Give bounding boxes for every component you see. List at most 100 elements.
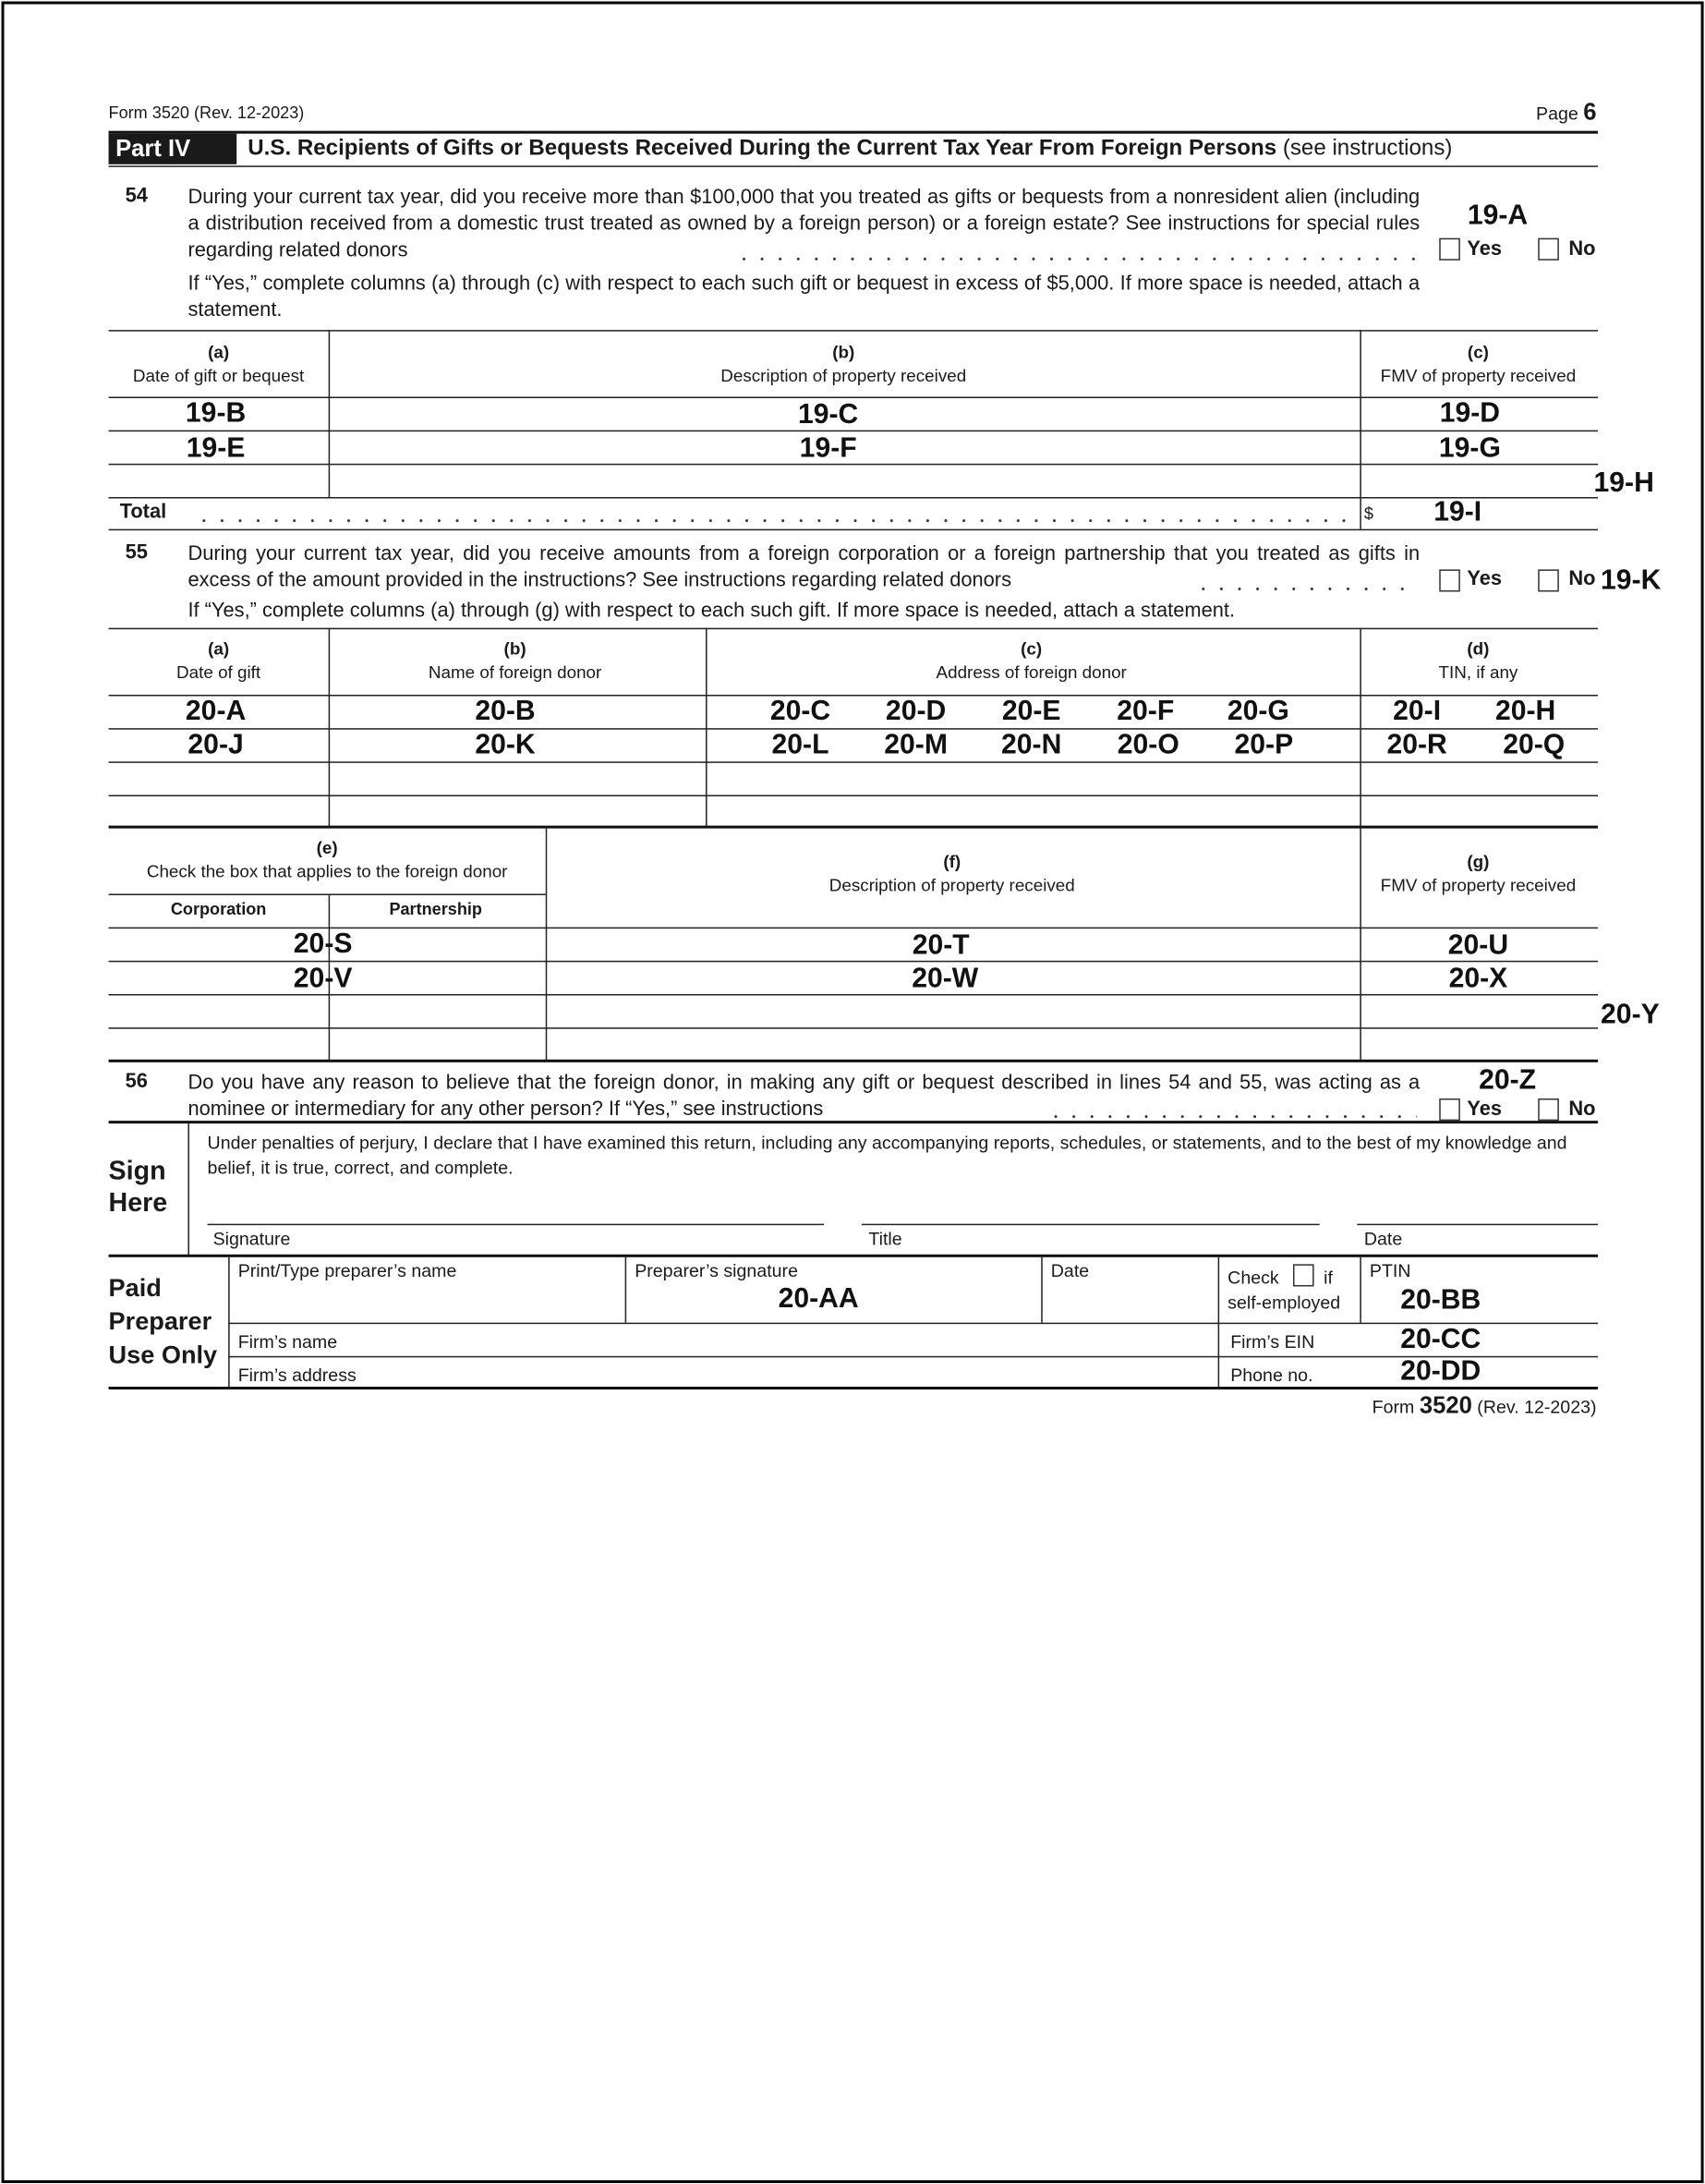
row-line: [108, 430, 1599, 432]
part-label: Part IV: [115, 135, 191, 162]
col-b-header: (b) Description of property received: [720, 342, 967, 386]
phone-field[interactable]: 20-DD: [1400, 1355, 1481, 1387]
partnership-header: Partnership: [389, 899, 482, 919]
row-line: [108, 694, 1599, 697]
column-divider: [1360, 827, 1361, 1062]
table-cell[interactable]: 20-T: [912, 929, 970, 961]
table-cell[interactable]: 19-D: [1439, 398, 1501, 430]
table-border: [108, 627, 1599, 630]
table-cell[interactable]: 19-F: [799, 432, 857, 464]
col-c-header: (c) Address of foreign donor: [936, 638, 1127, 683]
divider: [108, 130, 1599, 134]
side-field: 19-H: [1593, 467, 1654, 499]
phone-label: Phone no.: [1230, 1364, 1313, 1386]
table-cell[interactable]: 20-J: [187, 729, 244, 760]
row-line: [228, 1355, 1599, 1358]
signature-line[interactable]: [207, 1223, 825, 1226]
column-divider: [328, 627, 331, 828]
check-label: Check: [1227, 1267, 1279, 1288]
divider: [108, 1254, 1599, 1257]
row-line: [108, 396, 1599, 399]
table-cell[interactable]: 20-C: [769, 696, 831, 727]
self-employed-checkbox[interactable]: [1293, 1264, 1314, 1287]
row-line: [108, 960, 1599, 963]
row-line: [108, 993, 1599, 996]
table-cell[interactable]: 20-G: [1227, 696, 1289, 727]
dot-leader: [1194, 587, 1418, 590]
row-line: [108, 496, 1599, 499]
q55-no-label: No: [1568, 567, 1596, 590]
q55-no-checkbox[interactable]: [1538, 569, 1559, 592]
row-line: [108, 927, 1599, 929]
col-c-header: (c) FMV of property received: [1380, 342, 1577, 386]
q54-yes-checkbox[interactable]: [1439, 237, 1460, 261]
table-cell[interactable]: 20-M: [884, 729, 948, 760]
table-cell[interactable]: 20-N: [1001, 729, 1062, 760]
table-cell[interactable]: 20-W: [912, 963, 979, 994]
table-cell[interactable]: 19-B: [185, 398, 247, 430]
title-label: Title: [868, 1228, 902, 1249]
table-cell[interactable]: 20-I: [1393, 696, 1442, 727]
table-cell[interactable]: 20-A: [185, 696, 247, 727]
table-cell[interactable]: 20-F: [1117, 696, 1175, 727]
table-cell[interactable]: 20-K: [475, 729, 536, 760]
col-a-header: (a) Date of gift: [176, 638, 261, 683]
table-cell[interactable]: 20-B: [475, 696, 536, 727]
table-cell[interactable]: 20-R: [1386, 729, 1447, 760]
dot-leader: [734, 257, 1418, 261]
table-border: [108, 330, 1599, 332]
preparer-date-label: Date: [1050, 1259, 1090, 1281]
footer-form-id: Form 3520 (Rev. 12-2023): [1372, 1392, 1597, 1419]
table-cell[interactable]: 20-H: [1495, 696, 1556, 727]
preparer-signature-field[interactable]: 20-AA: [778, 1283, 859, 1315]
table-cell[interactable]: 20-V: [293, 963, 353, 994]
part-title-text: U.S. Recipients of Gifts or Bequests Rec…: [248, 136, 1277, 161]
table-cell[interactable]: 19-G: [1438, 432, 1501, 464]
part-title: U.S. Recipients of Gifts or Bequests Rec…: [248, 137, 1452, 162]
firm-address-label: Firm’s address: [237, 1364, 357, 1386]
q54-text: During your current tax year, did you re…: [187, 185, 1420, 264]
table-cell[interactable]: 20-U: [1447, 929, 1509, 961]
total-field[interactable]: 19-I: [1433, 496, 1482, 528]
table-cell[interactable]: 19-E: [186, 432, 246, 464]
firm-ein-label: Firm’s EIN: [1230, 1330, 1315, 1353]
preparer-name-label: Print/Type preparer’s name: [237, 1259, 457, 1281]
table-cell[interactable]: 20-S: [293, 928, 353, 960]
column-divider: [328, 893, 331, 1062]
form-id: Form 3520 (Rev. 12-2023): [108, 103, 305, 123]
row-line: [108, 463, 1599, 466]
part-label-box: Part IV: [108, 133, 237, 164]
ptin-field[interactable]: 20-BB: [1400, 1284, 1481, 1316]
table-cell[interactable]: 20-P: [1234, 729, 1294, 760]
q56-no-checkbox[interactable]: [1538, 1098, 1559, 1122]
q55-yes-label: Yes: [1467, 567, 1503, 590]
table-cell[interactable]: 20-D: [885, 696, 947, 727]
firm-ein-field[interactable]: 20-CC: [1400, 1324, 1481, 1355]
table-cell[interactable]: 20-E: [1001, 696, 1061, 727]
q55-followup: If “Yes,” complete columns (a) through (…: [187, 600, 1236, 623]
row-line: [108, 761, 1599, 763]
column-divider: [1360, 627, 1361, 828]
table-cell[interactable]: 20-L: [771, 729, 829, 760]
signature-label: Signature: [212, 1228, 291, 1249]
row-line: [108, 893, 546, 896]
title-line[interactable]: [861, 1223, 1320, 1226]
table-cell[interactable]: 20-O: [1117, 729, 1179, 760]
date-line[interactable]: [1357, 1223, 1599, 1226]
row-line: [228, 1322, 1599, 1325]
total-label: Total: [119, 501, 167, 524]
q54-no-checkbox[interactable]: [1538, 237, 1559, 261]
q56-yes-checkbox[interactable]: [1439, 1098, 1460, 1122]
if-label: if: [1324, 1267, 1333, 1288]
divider: [1041, 1256, 1043, 1323]
q54-yes-label: Yes: [1467, 237, 1503, 261]
table-cell[interactable]: 19-C: [797, 399, 859, 431]
q55-yes-checkbox[interactable]: [1439, 569, 1460, 592]
table-cell[interactable]: 20-X: [1448, 963, 1508, 994]
col-g-header: (g) FMV of property received: [1380, 852, 1577, 896]
row-line: [108, 728, 1599, 730]
table-cell[interactable]: 20-Q: [1503, 729, 1566, 760]
divider: [108, 165, 1599, 167]
divider: [108, 1386, 1599, 1389]
